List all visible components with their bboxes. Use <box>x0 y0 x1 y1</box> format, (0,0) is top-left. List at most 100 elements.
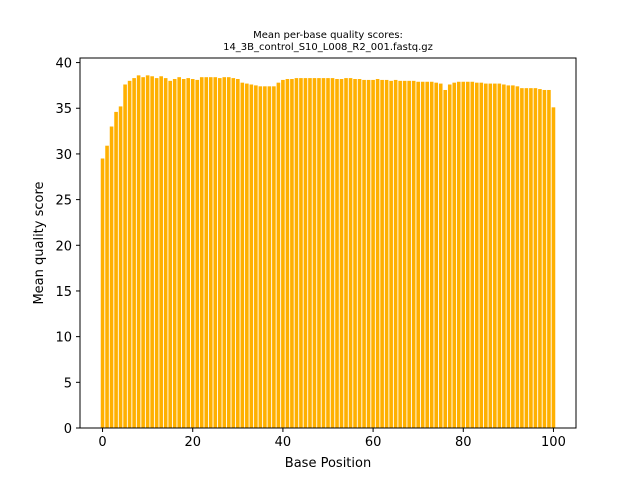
bar <box>335 79 339 429</box>
bar <box>272 86 276 428</box>
bar <box>195 79 200 428</box>
bar <box>245 83 249 428</box>
y-tick-label: 40 <box>55 57 72 72</box>
bar <box>529 88 533 429</box>
bar <box>402 80 407 428</box>
bar <box>362 79 366 428</box>
bar <box>321 78 326 429</box>
bar <box>114 111 118 428</box>
bar <box>290 79 294 429</box>
bar <box>208 77 213 429</box>
bar <box>538 89 542 428</box>
bar <box>416 81 420 429</box>
bar <box>303 78 308 429</box>
x-tick-label: 40 <box>275 435 292 450</box>
bar <box>380 79 384 428</box>
bar <box>452 82 457 429</box>
bar <box>353 79 357 429</box>
bar <box>465 81 470 429</box>
bar <box>231 78 236 429</box>
y-tick-label: 15 <box>55 285 72 300</box>
bar <box>515 86 520 428</box>
y-tick-label: 20 <box>55 239 72 254</box>
bar <box>456 81 461 429</box>
bar <box>447 84 452 428</box>
bar <box>443 89 448 428</box>
bar <box>308 78 312 429</box>
bar <box>357 79 362 429</box>
bar <box>281 79 285 428</box>
bar <box>479 82 484 429</box>
bar <box>411 80 416 428</box>
bar <box>276 82 281 429</box>
bar <box>384 79 389 428</box>
x-tick-label: 0 <box>98 435 106 450</box>
bar <box>348 78 353 429</box>
bar <box>511 85 515 428</box>
x-tick-label: 100 <box>541 435 566 450</box>
bar <box>398 80 402 428</box>
bar <box>254 85 258 428</box>
bar <box>484 83 488 428</box>
plot-area-frame <box>79 57 577 429</box>
bar <box>226 77 231 429</box>
bar <box>118 106 123 429</box>
bar <box>425 81 430 429</box>
bar <box>524 88 529 429</box>
y-tick-label: 30 <box>55 148 72 163</box>
bar-series <box>100 75 556 429</box>
bar <box>497 83 502 428</box>
bar <box>263 86 267 428</box>
bar <box>312 78 317 429</box>
bar <box>470 81 475 429</box>
bar <box>127 80 132 428</box>
bar <box>267 86 272 428</box>
bar <box>551 107 556 428</box>
bar <box>285 79 290 429</box>
x-tick-label: 60 <box>365 435 382 450</box>
bar <box>154 78 159 429</box>
bar <box>366 79 371 428</box>
bar <box>240 82 245 429</box>
bar <box>105 145 109 428</box>
x-axis-ticks: 0 20 40 60 80 100 <box>98 428 566 450</box>
y-tick-label: 10 <box>55 331 72 346</box>
bar <box>181 79 186 429</box>
bar <box>420 81 425 429</box>
y-tick-label: 35 <box>55 102 72 117</box>
bar <box>299 78 303 429</box>
bar <box>145 75 150 428</box>
bar <box>249 84 254 428</box>
bar <box>542 89 547 428</box>
bar <box>533 88 538 429</box>
bar <box>159 76 163 428</box>
bar <box>141 77 145 429</box>
bar <box>502 84 506 428</box>
bar <box>438 83 443 428</box>
bar <box>493 83 497 428</box>
bar <box>172 79 177 429</box>
bar <box>199 77 204 429</box>
bar <box>109 126 114 428</box>
bar <box>236 79 240 429</box>
bar <box>258 86 263 428</box>
bar <box>371 79 375 428</box>
bar <box>520 88 524 429</box>
bar <box>375 79 380 429</box>
y-axis-ticks: 0 5 10 15 20 25 30 35 40 <box>55 57 80 437</box>
bar <box>506 85 511 428</box>
bar <box>213 77 218 429</box>
bar <box>222 77 227 429</box>
bar <box>474 82 479 429</box>
bar <box>163 78 168 429</box>
bar <box>136 75 141 428</box>
bar <box>339 79 344 429</box>
bar <box>217 78 222 429</box>
y-axis-label: Mean quality score <box>32 181 47 304</box>
bar <box>294 78 299 429</box>
bar <box>168 80 172 428</box>
bar <box>389 80 393 428</box>
bar <box>429 81 434 429</box>
bar <box>547 89 551 428</box>
